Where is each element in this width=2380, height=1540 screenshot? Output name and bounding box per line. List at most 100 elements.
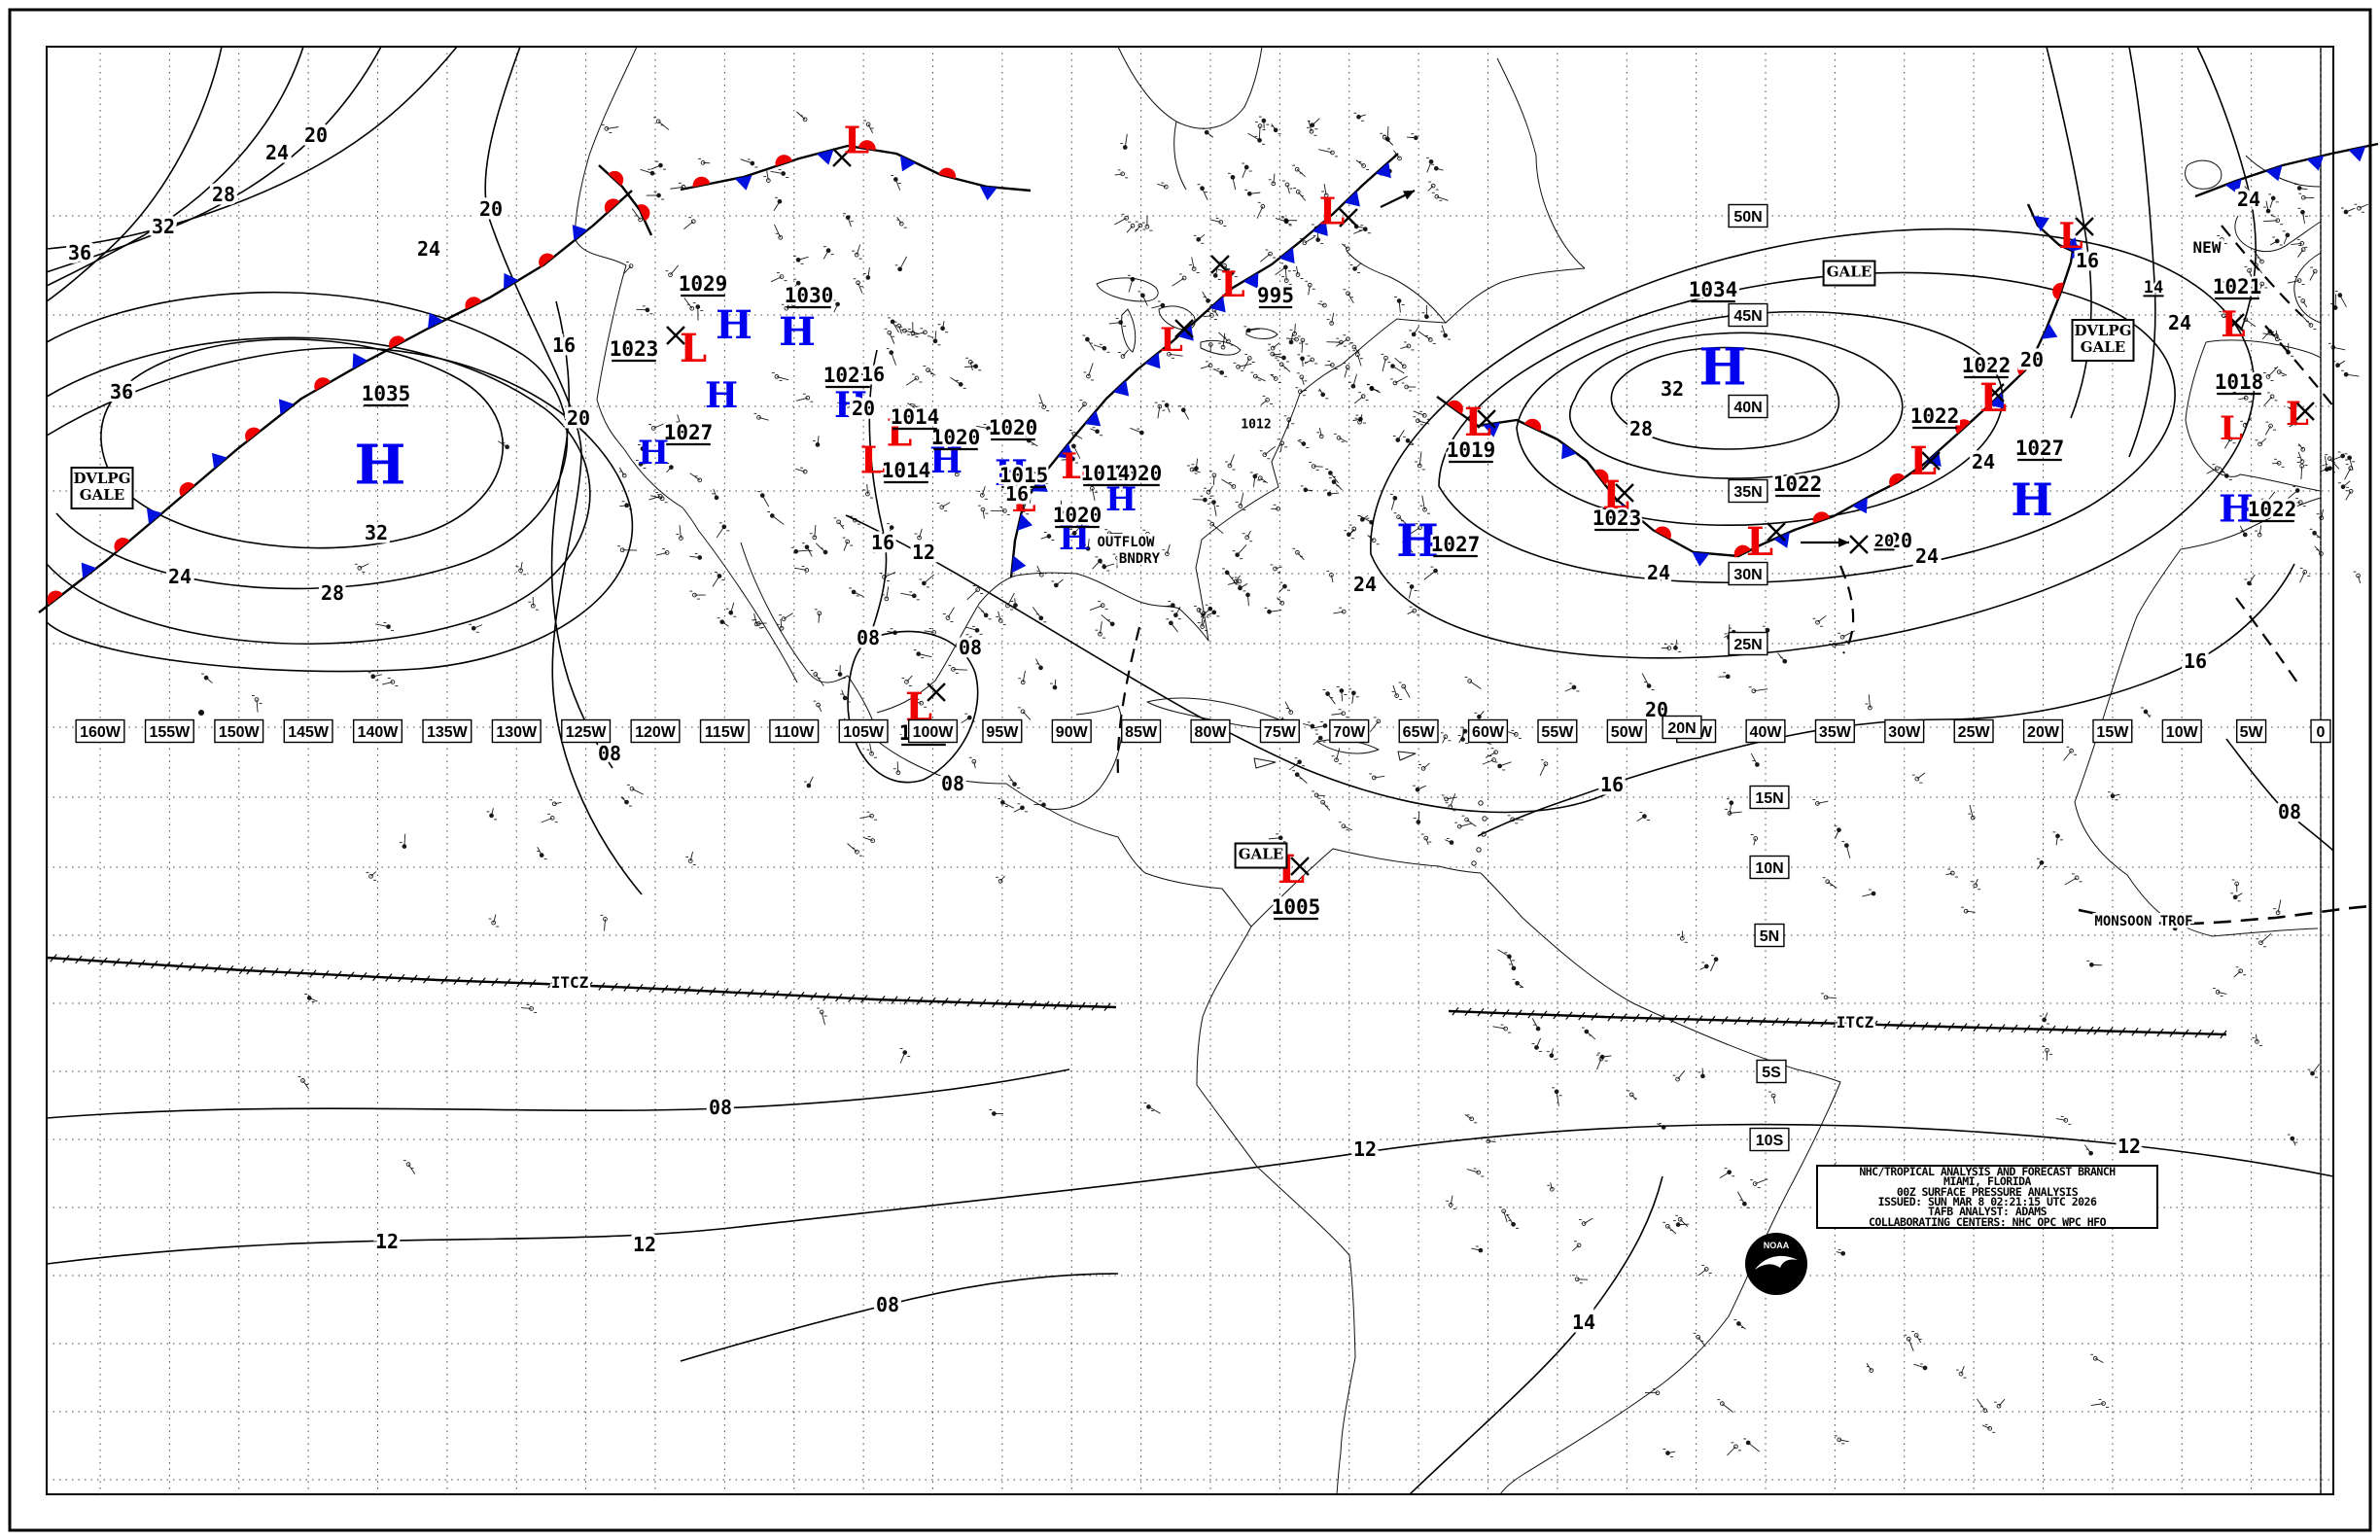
svg-text:120W: 120W	[635, 724, 677, 741]
station-plot	[635, 459, 648, 469]
station-plot	[2262, 216, 2284, 226]
station-plot	[2287, 406, 2297, 414]
antilles-island	[1482, 816, 1488, 822]
station-plot	[1418, 331, 1436, 344]
longitude-label: 65W	[1398, 718, 1439, 744]
station-plot	[770, 169, 789, 178]
station-plot	[640, 168, 655, 176]
station-plot	[2297, 297, 2308, 308]
station-plot	[1151, 300, 1166, 309]
contour-label: 28	[321, 581, 344, 605]
station-plot	[998, 797, 1014, 809]
station-plot	[837, 399, 851, 408]
coastline	[2185, 159, 2222, 190]
station-plot	[1380, 132, 1394, 146]
station-plot	[1082, 334, 1096, 351]
station-plot	[1841, 841, 1851, 858]
pressure-center-low: L 1022	[1908, 402, 1962, 485]
atlantic-stationary-front	[1436, 241, 2086, 567]
station-plot	[867, 365, 878, 377]
itcz-hatch	[334, 970, 342, 980]
itcz-hatch	[62, 955, 70, 963]
station-plot	[1222, 568, 1236, 583]
station-plot	[1258, 116, 1270, 129]
station-plot	[1312, 231, 1324, 245]
station-plot	[2253, 250, 2264, 264]
isobar	[46, 46, 223, 302]
cold-front-symbol	[1057, 443, 1074, 459]
station-plot	[1970, 878, 1981, 891]
station-plot	[1413, 785, 1426, 792]
isobar	[2046, 46, 2092, 419]
itcz-hatch	[560, 980, 568, 990]
station-plot	[620, 796, 633, 807]
station-plot	[1726, 798, 1734, 816]
itcz-hatch	[835, 993, 843, 1002]
station-plot	[683, 217, 696, 230]
station-plot	[1698, 1264, 1712, 1277]
center-letter: L	[1909, 438, 1937, 484]
svg-text:10N: 10N	[1755, 860, 1783, 877]
station-plot	[2340, 207, 2356, 217]
itcz-hatch	[598, 982, 606, 991]
station-plot	[618, 467, 627, 478]
center-value: 1022	[1910, 404, 1960, 428]
station-plot	[912, 403, 924, 416]
x-position-mark	[1339, 208, 1358, 228]
center-value: 1020	[931, 426, 981, 449]
station-plot	[899, 326, 919, 335]
longitude-label: 35W	[1814, 718, 1855, 744]
station-plot	[1197, 619, 1208, 632]
svg-text:25N: 25N	[1733, 637, 1762, 653]
station-plot	[795, 467, 808, 474]
contour-label: 16	[552, 333, 576, 357]
station-plot	[725, 602, 737, 617]
itcz-hatch	[2011, 1024, 2018, 1033]
station-plot	[1392, 430, 1405, 442]
text-label: NEW	[2193, 238, 2222, 257]
itcz-hatch	[979, 998, 987, 1007]
coastline	[1121, 308, 1137, 353]
x-position-mark	[1985, 383, 2005, 402]
x-position-mark	[1921, 451, 1941, 471]
station-plot	[1277, 360, 1291, 372]
itcz-hatch	[2194, 1029, 2202, 1038]
station-plot	[936, 502, 951, 512]
station-plot	[1725, 808, 1742, 816]
station-plot	[304, 994, 318, 1002]
station-plot	[1539, 759, 1549, 777]
cold-front-symbol	[2306, 155, 2325, 171]
itcz-hatch	[1645, 1013, 1653, 1023]
center-letter: H	[834, 385, 867, 426]
station-plot	[1977, 1398, 1988, 1414]
station-plot	[1381, 353, 1388, 372]
weather-fronts	[38, 140, 2379, 613]
station-plot	[2283, 342, 2294, 357]
itcz-hatch	[611, 982, 618, 992]
station-plot	[1289, 323, 1297, 336]
pressure-center-high: H 1027	[2011, 435, 2067, 527]
station-plot	[1255, 473, 1268, 484]
station-plot	[1369, 773, 1385, 781]
station-plot	[965, 357, 976, 370]
station-plot	[1194, 605, 1205, 619]
station-plot	[1164, 349, 1183, 359]
warm-front-symbol	[1655, 526, 1671, 540]
station-plot	[1546, 1048, 1558, 1061]
itcz-hatch	[453, 976, 461, 985]
station-plot	[1256, 201, 1266, 219]
trough-line	[2235, 597, 2300, 686]
cold-front-symbol	[428, 312, 444, 329]
contour-label: 16	[2184, 649, 2207, 673]
station-plot	[812, 436, 821, 447]
cold-front-symbol	[899, 155, 917, 172]
trough-line	[2264, 325, 2334, 407]
itcz-hatch	[1795, 1018, 1802, 1027]
station-plot	[2263, 200, 2274, 216]
station-plot	[1292, 770, 1308, 784]
